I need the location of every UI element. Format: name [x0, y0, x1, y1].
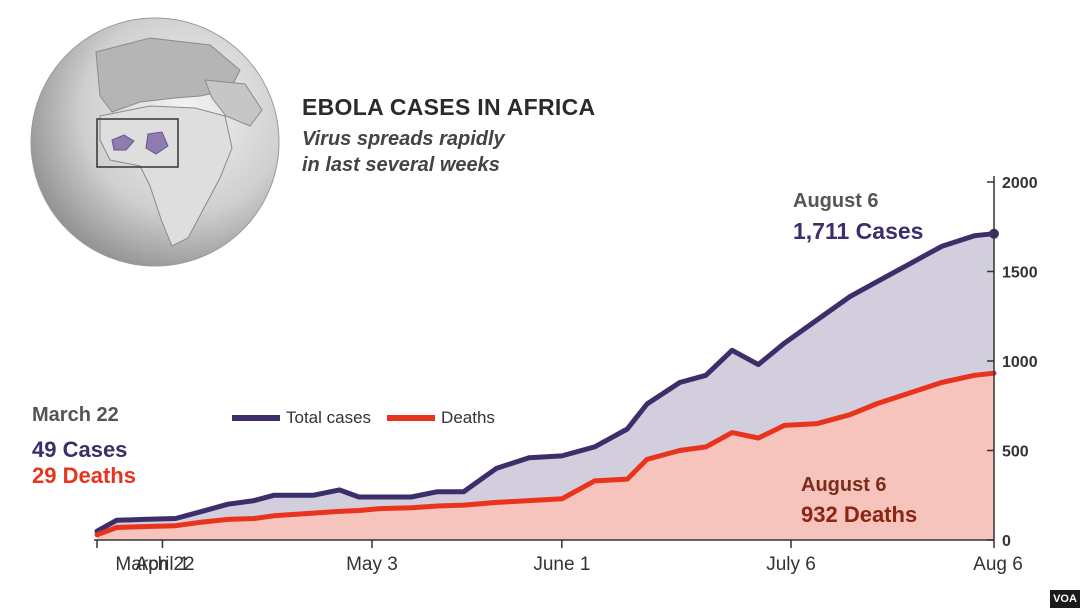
x-tick-label: May 3 [346, 554, 398, 575]
area-deaths [97, 373, 994, 540]
legend-item-cases: Total cases [232, 408, 371, 428]
y-tick-label: 1000 [1002, 354, 1038, 371]
y-tick-label: 500 [1002, 444, 1029, 461]
chart-subtitle: Virus spreads rapidly in last several we… [302, 126, 602, 178]
annotation-start-date: March 22 [32, 404, 119, 426]
x-tick-label: June 1 [533, 554, 590, 575]
annotation-end-cases: 1,711 Cases [793, 218, 924, 244]
chart-title: EBOLA CASES IN AFRICA [302, 94, 596, 120]
x-tick-label: July 6 [766, 554, 816, 575]
y-tick-label: 1500 [1002, 265, 1038, 282]
annotation-end-deaths-date: August 6 [801, 474, 887, 496]
line-deaths [94, 370, 997, 538]
annotation-start-cases: 49 Cases [32, 437, 128, 462]
globe-africa-icon [30, 17, 280, 267]
y-tick-label: 2000 [1002, 175, 1038, 192]
legend: Total cases Deaths [232, 408, 511, 428]
annotation-start-deaths: 29 Deaths [32, 463, 136, 488]
x-tick-label: April 1 [136, 554, 190, 575]
y-tick-label: 0 [1002, 533, 1011, 550]
x-tick-label: March 22 [115, 554, 194, 575]
annotation-end-cases-date: August 6 [793, 190, 879, 212]
legend-swatch-deaths [387, 415, 436, 421]
subtitle-line-2: in last several weeks [302, 154, 500, 176]
subtitle-line-1: Virus spreads rapidly [302, 128, 505, 150]
legend-label-cases: Total cases [286, 408, 372, 427]
line-cases [94, 231, 997, 534]
x-tick-label: Aug 6 [973, 554, 1023, 575]
voa-badge: VOA [1050, 590, 1080, 608]
legend-item-deaths: Deaths [387, 408, 495, 428]
annotation-end-deaths: 932 Deaths [801, 502, 918, 527]
legend-swatch-cases [232, 415, 280, 421]
axes [94, 176, 995, 541]
legend-label-deaths: Deaths [441, 408, 495, 427]
